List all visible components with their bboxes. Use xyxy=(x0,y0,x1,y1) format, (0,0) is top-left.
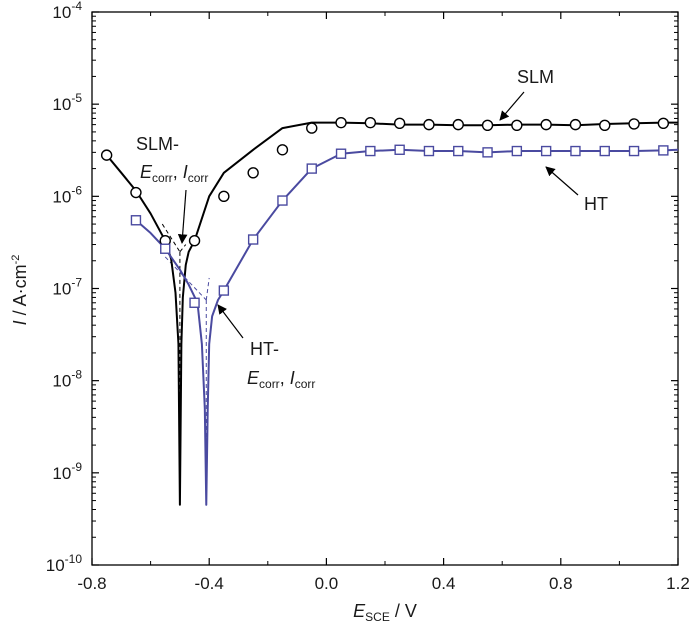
data-point-ht xyxy=(540,145,552,157)
data-point-ht xyxy=(130,215,142,226)
HT-tafel-anodic xyxy=(205,277,210,301)
data-point-slm xyxy=(569,118,582,131)
data-point-slm xyxy=(247,167,259,179)
y-tick-label: 10-4 xyxy=(52,0,82,22)
data-point-slm xyxy=(335,116,347,129)
data-point-ht xyxy=(394,144,405,155)
data-point-ht xyxy=(335,148,347,159)
svg-text:Ecorr, Icorr: Ecorr, Icorr xyxy=(140,162,208,185)
data-point-ht xyxy=(658,145,669,156)
x-tick-label: 0.4 xyxy=(432,574,456,593)
data-point-slm xyxy=(423,118,435,131)
annotation-ht-corr: HT- Ecorr, Icorr xyxy=(247,339,315,391)
annotation-slm: SLM xyxy=(517,67,554,87)
x-tick-label: 0.8 xyxy=(549,574,573,593)
data-point-ht xyxy=(453,145,464,157)
y-axis-title: I / A·cm-2 xyxy=(10,255,30,326)
data-point-ht xyxy=(482,147,493,158)
x-tick-label: -0.8 xyxy=(77,574,106,593)
data-point-slm xyxy=(276,144,289,156)
data-point-ht xyxy=(599,145,610,157)
data-point-ht xyxy=(628,145,640,157)
data-point-ht xyxy=(247,234,259,245)
y-tick-label: 10-7 xyxy=(52,276,82,299)
data-point-ht xyxy=(306,163,317,174)
x-tick-label: -0.4 xyxy=(195,574,224,593)
x-axis-tick-labels: -0.8 -0.4 0.0 0.4 0.8 1.2 xyxy=(77,574,689,593)
data-point-slm xyxy=(218,190,230,203)
data-point-slm xyxy=(511,119,523,131)
data-point-slm xyxy=(599,119,611,131)
annotation-slm-arrow xyxy=(499,91,525,121)
data-point-slm xyxy=(628,118,640,130)
series-markers xyxy=(100,116,670,308)
data-point-slm xyxy=(130,186,142,199)
x-axis-title: ESCE / V xyxy=(353,601,417,624)
data-point-ht xyxy=(218,285,230,296)
data-point-ht xyxy=(570,145,581,157)
y-tick-label: 10-5 xyxy=(52,91,82,114)
data-point-ht xyxy=(189,297,200,308)
svg-text:HT-: HT- xyxy=(250,339,279,359)
svg-text:SLM-: SLM- xyxy=(136,134,179,154)
y-tick-label: 10-9 xyxy=(52,460,82,483)
data-point-ht xyxy=(277,195,288,206)
y-tick-label: 10-8 xyxy=(52,368,82,391)
y-tick-label: 10-10 xyxy=(46,552,83,575)
data-point-ht xyxy=(423,145,435,157)
annotation-ht-corr-arrow xyxy=(217,304,244,339)
data-point-slm xyxy=(306,122,318,134)
x-axis-ticks xyxy=(91,12,679,565)
x-tick-label: 1.2 xyxy=(666,574,690,593)
data-point-slm xyxy=(188,235,201,247)
data-point-slm xyxy=(364,116,377,129)
annotation-ht-arrow xyxy=(545,166,579,196)
data-point-slm xyxy=(393,117,406,130)
svg-text:Ecorr, Icorr: Ecorr, Icorr xyxy=(247,368,315,391)
data-point-slm xyxy=(540,118,552,131)
SLM-tafel-cathodic xyxy=(161,223,181,253)
y-tick-label: 10-6 xyxy=(52,183,82,206)
SLM-tafel-anodic xyxy=(179,244,187,253)
data-point-slm xyxy=(100,149,113,161)
y-axis-ticks xyxy=(92,11,678,566)
annotation-slm-corr: SLM- Ecorr, Icorr xyxy=(136,134,208,185)
y-axis-tick-labels: 10-10 10-9 10-8 10-7 10-6 10-5 10-4 xyxy=(46,0,83,575)
data-point-slm xyxy=(452,118,464,131)
data-point-slm xyxy=(657,117,670,130)
annotation-slm-corr-arrow xyxy=(177,189,188,244)
data-point-slm xyxy=(481,119,494,131)
data-point-ht xyxy=(511,145,523,157)
data-point-ht xyxy=(160,243,171,254)
x-tick-label: 0.0 xyxy=(315,574,339,593)
data-point-ht xyxy=(365,145,376,157)
annotation-ht: HT xyxy=(584,194,608,214)
